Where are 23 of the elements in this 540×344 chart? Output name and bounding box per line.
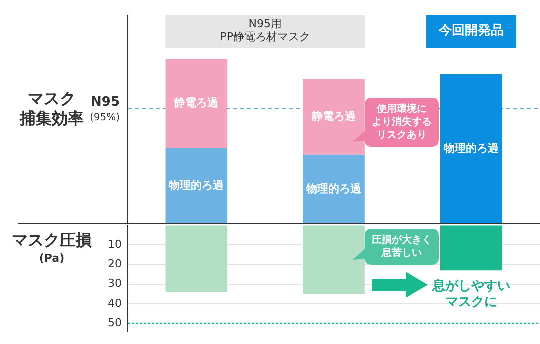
text: N95用 PP静電ろ材マスク — [220, 17, 310, 44]
annotation: 息がしやすいマスクに — [431, 278, 510, 310]
y-axis-title: マスク圧損 (Pa) — [12, 230, 92, 266]
y-tick-label: 10 — [108, 238, 122, 252]
y-axis-title: マスク捕集効率 — [19, 88, 84, 128]
bar — [440, 74, 502, 224]
x-tick-label: 今回開発品 — [438, 23, 504, 38]
annotation: 使用環境により消失するリスクあり — [371, 102, 433, 142]
bar — [166, 59, 228, 148]
text: 物理的ろ過 — [169, 178, 224, 192]
annotation: 圧損が大きく息苦しい — [371, 234, 433, 260]
bar — [303, 154, 365, 224]
y-tick-label: 30 — [108, 277, 122, 290]
bar — [166, 226, 228, 292]
y-tick-label: 20 — [108, 258, 122, 271]
y-tick-label: 50 — [108, 316, 122, 330]
series-label: 物理的ろ過 — [306, 182, 362, 196]
bar — [166, 148, 228, 224]
ref-line-label: N95 (95%) — [90, 95, 120, 124]
text: 物理的ろ過 — [444, 142, 499, 155]
series-label: 静電ろ過 — [311, 110, 357, 123]
text: 静電ろ過 — [174, 96, 219, 110]
y-tick-label: 40 — [108, 296, 122, 310]
